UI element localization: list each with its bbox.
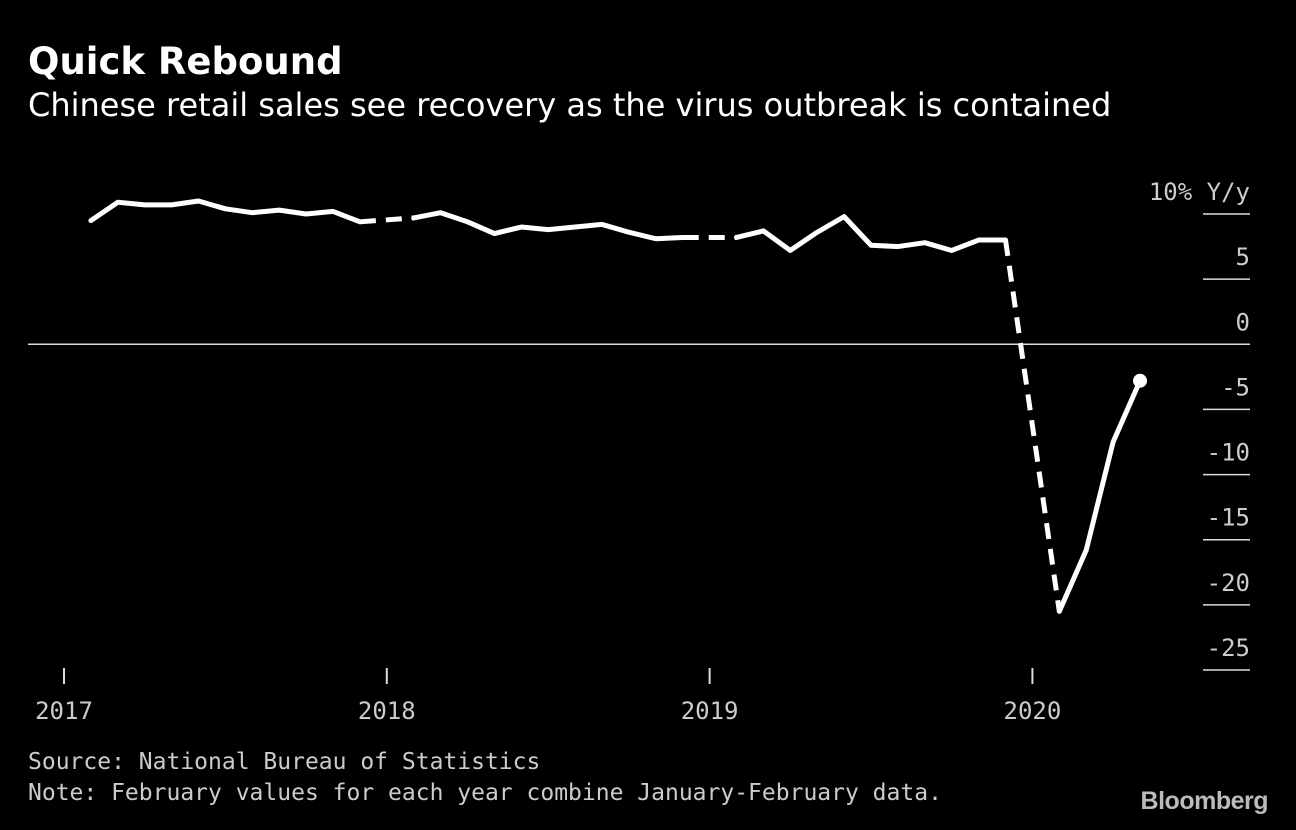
y-tick-label: -10 — [1207, 439, 1250, 467]
chart-title: Quick Rebound — [28, 40, 343, 83]
y-tick-label: 5 — [1236, 243, 1250, 271]
series-line-segment — [1056, 378, 1143, 614]
y-tick-label: -20 — [1207, 569, 1250, 597]
series-line-segment — [734, 214, 1009, 253]
y-tick-label: -5 — [1221, 373, 1250, 401]
latest-value-marker — [1133, 373, 1148, 388]
x-axis: 2017 2018 2019 2020 — [35, 668, 1061, 725]
series-line-segment — [88, 198, 363, 225]
x-tick-label: 2018 — [358, 697, 416, 725]
series-dashed-gap — [359, 215, 414, 225]
retail-sales-line-chart: 10% Y/y 5 0 -5 -10 -15 -20 -25 2017 2018 2019 2020 — [28, 178, 1250, 725]
x-tick-label: 2017 — [35, 697, 93, 725]
series-retail-sales — [88, 198, 1148, 614]
y-tick-label: 0 — [1236, 308, 1250, 336]
series-line-segment — [411, 210, 686, 242]
footnote: Note: February values for each year comb… — [28, 780, 942, 806]
y-tick-label: -25 — [1207, 634, 1250, 662]
y-tick-label: 10% Y/y — [1149, 178, 1250, 206]
x-tick-label: 2020 — [1004, 697, 1062, 725]
chart-subtitle: Chinese retail sales see recovery as the… — [28, 86, 1112, 124]
bloomberg-logo: Bloomberg — [1140, 787, 1269, 815]
source-note: Source: National Bureau of Statistics — [28, 749, 541, 775]
series-dashed-gap — [1003, 239, 1062, 612]
x-tick-label: 2019 — [681, 697, 739, 725]
y-axis-ticks: 10% Y/y 5 0 -5 -10 -15 -20 -25 — [1149, 178, 1250, 671]
y-tick-label: -15 — [1207, 504, 1250, 532]
